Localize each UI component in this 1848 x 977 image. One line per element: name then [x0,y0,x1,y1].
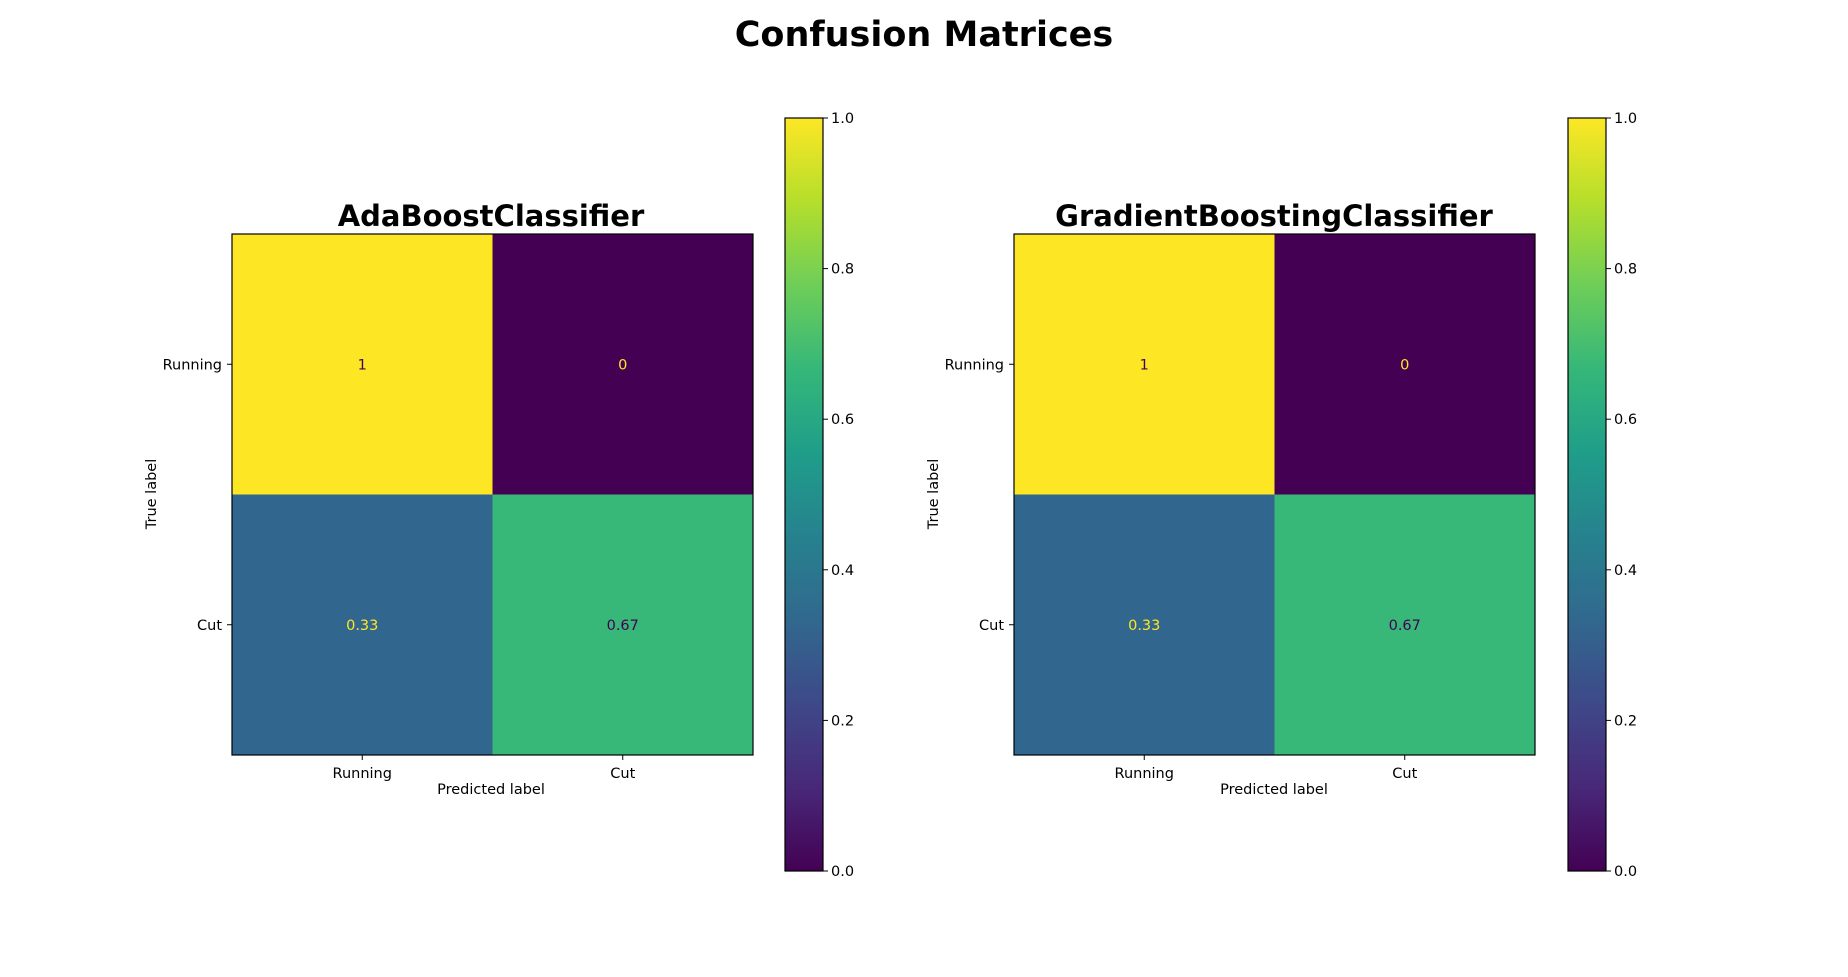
colorbar-gradient [785,118,823,871]
matrix-frame [231,233,754,756]
matrix-cell [492,234,754,495]
y-tick-label: Running [163,357,222,373]
matrix-cell [232,494,493,756]
figure-title: Confusion Matrices [735,15,1114,55]
colorbar-tick-label: 1.0 [1614,111,1637,127]
matrix-cell-value: 0.67 [1389,618,1421,634]
colorbar-tick-label: 0.4 [831,563,854,579]
y-axis-label-adaboost: True label [144,459,160,530]
matrix-cell [492,494,754,756]
colorbar-adaboost: 0.0 0.2 0.4 0.6 0.8 1.0 [784,111,854,880]
colorbar-tick-label: 0.0 [1614,864,1637,880]
colorbar-tick-label: 0.2 [1614,713,1637,729]
matrix-cell [232,234,493,495]
colorbar-tick-label: 0.8 [1614,262,1637,278]
confusion-matrix-panel-gradientboosting: GradientBoostingClassifier 1 0 0.33 0.67 Run… [926,111,1637,880]
colorbar-gradient [1568,118,1606,871]
x-axis-label-adaboost: Predicted label [437,782,545,798]
x-tick-label: Cut [1392,766,1417,782]
colorbar-tick-label: 0.6 [831,412,854,428]
matrix-frame [1013,233,1536,756]
matrix-cell [1014,234,1275,495]
colorbar-tick-label: 0.6 [1614,412,1637,428]
y-axis-label-gradientboosting: True label [926,459,942,530]
colorbar-gradientboosting: 0.0 0.2 0.4 0.6 0.8 1.0 [1567,111,1637,880]
x-tick-label: Running [1115,766,1174,782]
y-tick-label: Running [945,357,1004,373]
x-axis-label-gradientboosting: Predicted label [1220,782,1328,798]
colorbar-tick-label: 0.2 [831,713,854,729]
matrix-cell-value: 0.67 [607,618,639,634]
colorbar-tick-label: 0.0 [831,864,854,880]
matrix-cell [1274,494,1536,756]
matrix-cell-value: 0.33 [346,618,378,634]
heatmap-cells-adaboost: 1 0 0.33 0.67 Running Cut Running Cut [163,233,754,782]
matrix-cell-value: 0 [1400,357,1409,373]
x-tick-label: Cut [610,766,635,782]
colorbar-tick-label: 0.4 [1614,563,1637,579]
matrix-cell [1014,494,1275,756]
y-tick-label: Cut [979,618,1004,634]
y-tick-label: Cut [197,618,222,634]
matrix-cell-value: 1 [358,357,367,373]
heatmap-cells-gradientboosting: 1 0 0.33 0.67 Running Cut Running Cut [945,233,1536,782]
confusion-matrix-panel-adaboost: AdaBoostClassifier 1 0 0.33 0.67 Running Cut R… [144,111,854,880]
x-tick-label: Running [333,766,392,782]
colorbar-frame [1567,117,1607,872]
matrix-cell [1274,234,1536,495]
matrix-cell-value: 0.33 [1128,618,1160,634]
colorbar-tick-label: 0.8 [831,262,854,278]
colorbar-frame [784,117,824,872]
panel-title-adaboost: AdaBoostClassifier [338,199,645,233]
matrix-cell-value: 0 [618,357,627,373]
colorbar-tick-label: 1.0 [831,111,854,127]
matrix-cell-value: 1 [1140,357,1149,373]
panel-title-gradientboosting: GradientBoostingClassifier [1055,199,1493,233]
